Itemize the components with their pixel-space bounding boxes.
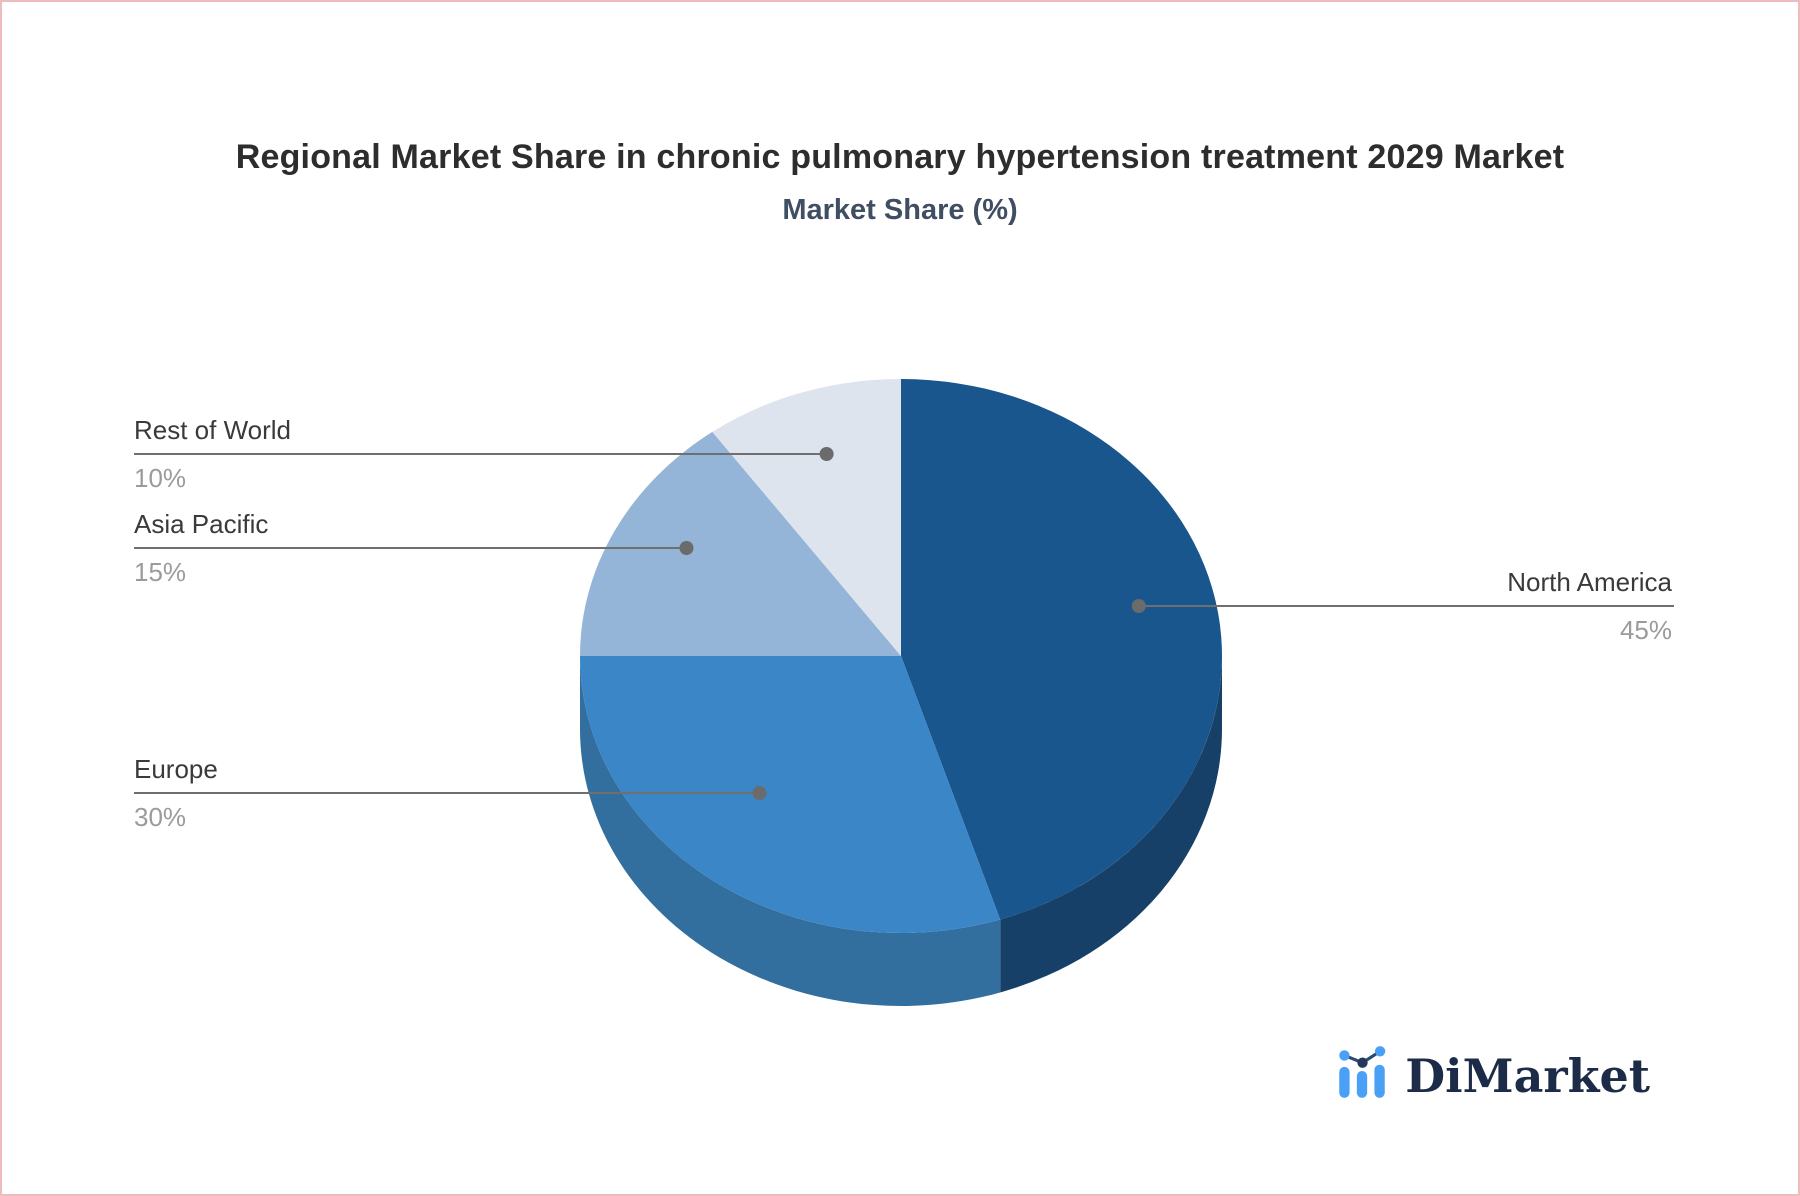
region-value-label: 45% bbox=[1619, 615, 1672, 645]
leader-dot-asia-pacific bbox=[679, 541, 694, 555]
leader-dot-rest-of-world bbox=[819, 447, 834, 461]
pie-slice-north-america bbox=[901, 379, 1222, 920]
leader-dot-north-america bbox=[1131, 599, 1146, 613]
region-value-label: 10% bbox=[134, 463, 187, 493]
pie-slice-europe bbox=[580, 656, 1001, 933]
callout-rest-of-world: Rest of World 10% bbox=[134, 416, 291, 492]
chart-subtitle: Market Share (%) bbox=[782, 194, 1018, 226]
bar-chart-logo-icon bbox=[1339, 1046, 1386, 1098]
callout-europe: Europe 30% bbox=[134, 755, 218, 831]
region-name-label: Rest of World bbox=[134, 415, 292, 445]
pie-slice-side-europe bbox=[580, 656, 1001, 1006]
brand-logo: DiMarket bbox=[1334, 1042, 1650, 1102]
leader-dot-europe bbox=[752, 786, 767, 800]
region-value-label: 30% bbox=[134, 802, 187, 832]
region-name-label: Europe bbox=[134, 754, 218, 784]
pie-slice-rest-of-world bbox=[712, 379, 901, 656]
region-value-label: 15% bbox=[134, 557, 187, 587]
brand-logo-text: DiMarket bbox=[1405, 1049, 1650, 1103]
chart-title: Regional Market Share in chronic pulmona… bbox=[235, 138, 1565, 176]
callout-asia-pacific: Asia Pacific 15% bbox=[134, 510, 268, 586]
pie-slice-asia-pacific bbox=[580, 431, 901, 656]
callout-north-america: North America 45% bbox=[1507, 568, 1672, 644]
pie-slice-side-north-america bbox=[1000, 656, 1222, 993]
region-name-label: Asia Pacific bbox=[134, 509, 269, 539]
region-name-label: North America bbox=[1507, 567, 1672, 597]
